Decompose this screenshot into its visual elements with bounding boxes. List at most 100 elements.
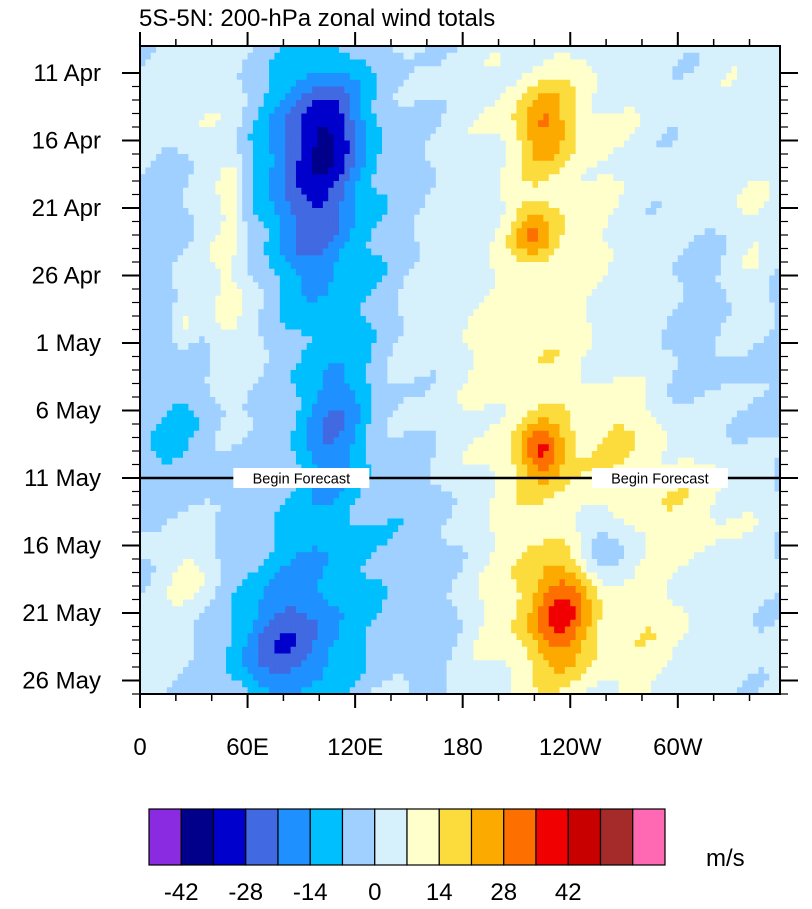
heatmap-cell xyxy=(742,302,749,310)
heatmap-cell xyxy=(618,133,625,141)
heatmap-cell xyxy=(338,147,345,155)
heatmap-cell xyxy=(484,302,490,310)
heatmap-cell xyxy=(150,181,157,189)
heatmap-cell xyxy=(435,302,442,310)
heatmap-cell xyxy=(656,228,663,236)
heatmap-cell xyxy=(736,106,743,114)
heatmap-cell xyxy=(150,309,157,317)
heatmap-cell xyxy=(758,322,765,330)
heatmap-cell xyxy=(177,167,184,175)
heatmap-cell xyxy=(403,46,410,54)
heatmap-cell xyxy=(769,255,776,263)
heatmap-cell xyxy=(478,275,485,283)
heatmap-cell xyxy=(177,106,184,114)
heatmap-cell xyxy=(650,59,657,67)
heatmap-cell xyxy=(634,228,641,236)
heatmap-cell xyxy=(387,100,394,108)
heatmap-cell xyxy=(435,221,442,229)
heatmap-cell xyxy=(543,282,550,290)
heatmap-cell xyxy=(156,309,162,317)
heatmap-cell xyxy=(140,302,146,310)
heatmap-cell xyxy=(338,289,345,297)
heatmap-cell xyxy=(199,208,205,216)
heatmap-cell xyxy=(747,201,754,209)
heatmap-cell xyxy=(494,322,501,330)
heatmap-cell xyxy=(704,262,711,270)
heatmap-cell xyxy=(451,167,458,175)
heatmap-cell xyxy=(494,262,501,270)
heatmap-cell xyxy=(360,268,367,276)
heatmap-cell xyxy=(656,262,663,270)
heatmap-cell xyxy=(650,93,657,101)
heatmap-cell xyxy=(204,106,211,114)
heatmap-cell xyxy=(252,289,259,297)
heatmap-cell xyxy=(511,268,517,276)
heatmap-cell xyxy=(543,59,550,67)
heatmap-cell xyxy=(769,309,776,317)
heatmap-cell xyxy=(672,309,679,317)
heatmap-cell xyxy=(322,316,329,324)
heatmap-cell xyxy=(570,194,577,202)
heatmap-cell xyxy=(688,228,695,236)
heatmap-cell xyxy=(371,52,378,60)
heatmap-cell xyxy=(446,295,453,303)
heatmap-cell xyxy=(435,46,442,54)
heatmap-cell xyxy=(726,282,732,290)
heatmap-cell xyxy=(193,275,200,283)
heatmap-cell xyxy=(295,79,302,87)
heatmap-cell xyxy=(650,268,657,276)
heatmap-cell xyxy=(661,59,668,67)
heatmap-cell xyxy=(731,194,738,202)
heatmap-cell xyxy=(667,140,673,148)
heatmap-cell xyxy=(269,316,275,324)
heatmap-cell xyxy=(199,52,205,60)
heatmap-cell xyxy=(199,73,205,81)
heatmap-cell xyxy=(715,52,722,60)
heatmap-cell xyxy=(306,52,313,60)
heatmap-cell xyxy=(629,302,636,310)
heatmap-cell xyxy=(634,120,641,128)
heatmap-cell xyxy=(285,221,291,229)
heatmap-cell xyxy=(145,127,152,135)
heatmap-cell xyxy=(226,52,232,60)
heatmap-cell xyxy=(220,282,227,290)
heatmap-cell xyxy=(193,160,200,168)
heatmap-cell xyxy=(634,289,641,297)
heatmap-cell xyxy=(548,248,555,256)
heatmap-cell xyxy=(408,147,415,155)
heatmap-cell xyxy=(607,140,614,148)
heatmap-cell xyxy=(312,154,318,162)
heatmap-cell xyxy=(570,86,577,94)
heatmap-cell xyxy=(613,289,620,297)
heatmap-cell xyxy=(720,181,727,189)
heatmap-cell xyxy=(263,214,270,222)
heatmap-cell xyxy=(414,241,421,249)
heatmap-cell xyxy=(602,73,609,81)
heatmap-cell xyxy=(446,113,453,121)
heatmap-cell xyxy=(392,160,399,168)
heatmap-cell xyxy=(247,79,254,87)
heatmap-cell xyxy=(548,100,555,108)
heatmap-cell xyxy=(295,46,302,54)
heatmap-cell xyxy=(360,201,367,209)
heatmap-cell xyxy=(532,187,539,195)
heatmap-cell xyxy=(457,73,464,81)
heatmap-cell xyxy=(634,248,641,256)
heatmap-cell xyxy=(704,208,711,216)
heatmap-cell xyxy=(338,167,345,175)
heatmap-cell xyxy=(715,316,722,324)
heatmap-cell xyxy=(290,59,297,67)
heatmap-cell xyxy=(677,167,684,175)
heatmap-cell xyxy=(763,208,770,216)
heatmap-cell xyxy=(613,241,620,249)
heatmap-cell xyxy=(312,255,318,263)
heatmap-cell xyxy=(371,147,378,155)
heatmap-cell xyxy=(140,154,146,162)
heatmap-cell xyxy=(376,59,383,67)
heatmap-cell xyxy=(441,228,447,236)
heatmap-cell xyxy=(763,167,770,175)
heatmap-cell xyxy=(645,309,652,317)
heatmap-cell xyxy=(457,113,464,121)
heatmap-cell xyxy=(516,248,523,256)
heatmap-cell xyxy=(242,309,248,317)
